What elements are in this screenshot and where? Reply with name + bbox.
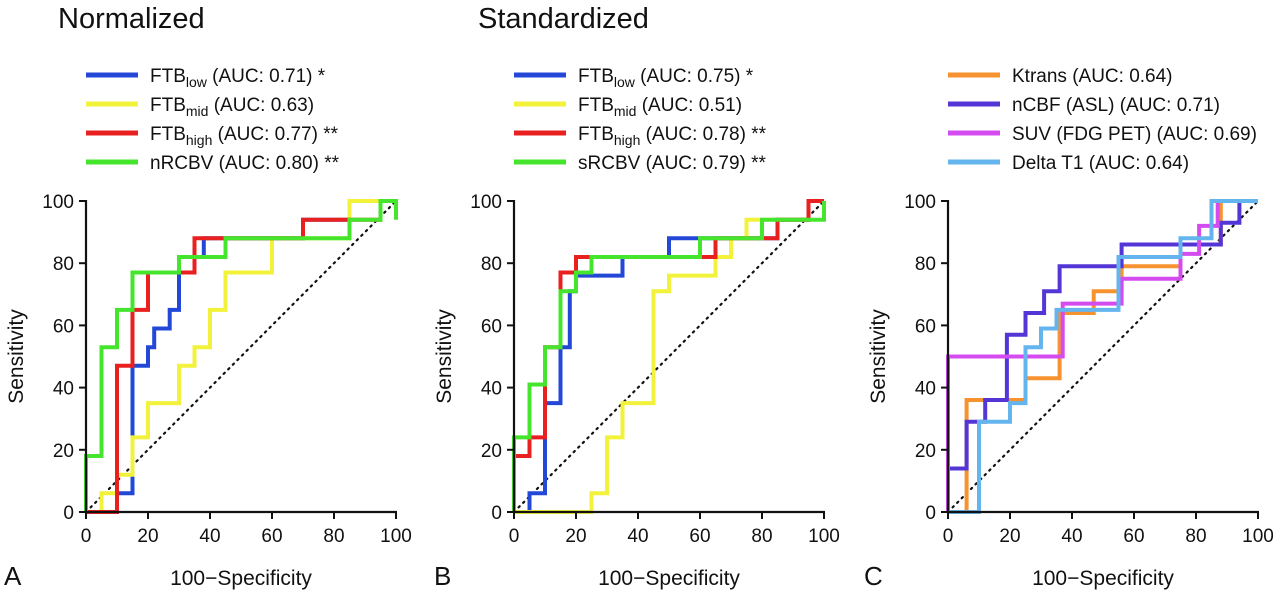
panel-c-legend-label-1: nCBF (ASL) (AUC: 0.71)	[1012, 95, 1220, 116]
panel-b-x-tick-label-5: 100	[808, 526, 840, 547]
panel-b-legend-label-3: sRCBV (AUC: 0.79) **	[578, 153, 767, 174]
panel-b-x-axis-label: 100−Specificity	[598, 567, 740, 590]
panel-b-y-tick-label-5: 100	[470, 192, 502, 213]
panel-b-series-line-1	[514, 199, 824, 514]
panel-c-x-tick-label-0: 0	[943, 526, 954, 547]
panel-a-y-tick-label-3: 60	[53, 316, 74, 337]
panel-c-y-tick-label-4: 80	[915, 254, 936, 275]
panel-a-x-tick-label-2: 40	[199, 526, 220, 547]
panel-a-series-line-3	[84, 199, 398, 512]
panel-a-x-tick-label-0: 0	[81, 526, 92, 547]
panel-b-y-axis-label: Sensitivity	[433, 309, 456, 404]
panel-b-x-tick-label-1: 20	[565, 526, 586, 547]
panel-b-x-tick-label-0: 0	[509, 526, 520, 547]
panel-b-x-tick-label-4: 80	[751, 526, 772, 547]
panel-b-series-line-3	[512, 201, 826, 512]
panel-a-diagonal-line	[84, 199, 398, 514]
panel-a-x-tick-label-5: 100	[380, 526, 412, 547]
panel-b-title: Standardized	[478, 3, 649, 35]
panel-a-x-tick-label-3: 60	[261, 526, 282, 547]
panel-c-series-line-1	[946, 199, 1258, 512]
panel-b-letter: B	[434, 561, 451, 591]
panel-a-legend-label-1: FTBmid (AUC: 0.63)	[150, 95, 314, 119]
panel-b-y-tick-label-2: 40	[481, 379, 502, 400]
panel-a: Normalized FTBlow (AUC: 0.71) * FTBmid (AU…	[4, 3, 412, 591]
panel-b-legend-label-2: FTBhigh (AUC: 0.78) **	[578, 124, 767, 148]
panel-b-diagonal-line	[512, 199, 826, 514]
panel-c-y-tick-label-2: 40	[915, 379, 936, 400]
panel-b-x-tick-label-3: 60	[689, 526, 710, 547]
panel-c-y-tick-label-5: 100	[904, 192, 936, 213]
panel-c-legend-label-2: SUV (FDG PET) (AUC: 0.69)	[1012, 124, 1257, 145]
panel-c-x-tick-label-4: 80	[1185, 526, 1206, 547]
panel-a-y-tick-label-5: 100	[42, 192, 74, 213]
panel-a-x-tick-label-4: 80	[323, 526, 344, 547]
panel-c-series-line-2	[946, 199, 1258, 512]
panel-c-y-tick-label-3: 60	[915, 316, 936, 337]
panel-b-y-tick-label-4: 80	[481, 254, 502, 275]
panel-c-legend-label-0: Ktrans (AUC: 0.64)	[1012, 66, 1173, 87]
panel-a-legend-label-0: FTBlow (AUC: 0.71) *	[150, 66, 326, 90]
panel-a-x-tick-label-1: 20	[137, 526, 158, 547]
panel-c-x-axis-label: 100−Specificity	[1032, 567, 1174, 590]
panel-c-x-tick-label-5: 100	[1242, 526, 1274, 547]
panel-a-y-tick-label-2: 40	[53, 379, 74, 400]
panel-c-x-tick-label-2: 40	[1061, 526, 1082, 547]
panel-c-letter: C	[864, 561, 883, 591]
panel-c-y-tick-label-1: 20	[915, 441, 936, 462]
panel-a-x-axis-label: 100−Specificity	[170, 567, 312, 590]
panel-a-y-tick-label-0: 0	[63, 503, 74, 524]
panel-b-y-tick-label-0: 0	[491, 503, 502, 524]
panel-c-series-line-3	[948, 199, 1258, 514]
panel-c-x-tick-label-3: 60	[1123, 526, 1144, 547]
panel-a-y-tick-label-1: 20	[53, 441, 74, 462]
panel-c-diagonal-line	[946, 199, 1260, 514]
panel-b-legend-label-0: FTBlow (AUC: 0.75) *	[578, 66, 754, 90]
panel-b-y-tick-label-1: 20	[481, 441, 502, 462]
panel-b-legend-label-1: FTBmid (AUC: 0.51)	[578, 95, 742, 119]
panel-a-y-tick-label-4: 80	[53, 254, 74, 275]
panel-b-y-tick-label-3: 60	[481, 316, 502, 337]
panel-c-y-axis-label: Sensitivity	[867, 309, 890, 404]
panel-a-letter: A	[4, 561, 22, 591]
panel-a-legend-label-3: nRCBV (AUC: 0.80) **	[150, 153, 340, 174]
panel-b: Standardized FTBlow (AUC: 0.75) * FTBmid (…	[433, 3, 840, 591]
panel-c-legend-label-3: Delta T1 (AUC: 0.64)	[1012, 153, 1189, 174]
panel-a-title: Normalized	[58, 3, 205, 35]
panel-b-x-tick-label-2: 40	[627, 526, 648, 547]
panel-a-legend-label-2: FTBhigh (AUC: 0.77) **	[150, 124, 339, 148]
panel-c: Ktrans (AUC: 0.64) nCBF (ASL) (AUC: 0.71)…	[864, 66, 1274, 591]
panel-c-y-tick-label-0: 0	[925, 503, 936, 524]
panel-a-y-axis-label: Sensitivity	[5, 309, 28, 404]
panel-c-x-tick-label-1: 20	[999, 526, 1020, 547]
